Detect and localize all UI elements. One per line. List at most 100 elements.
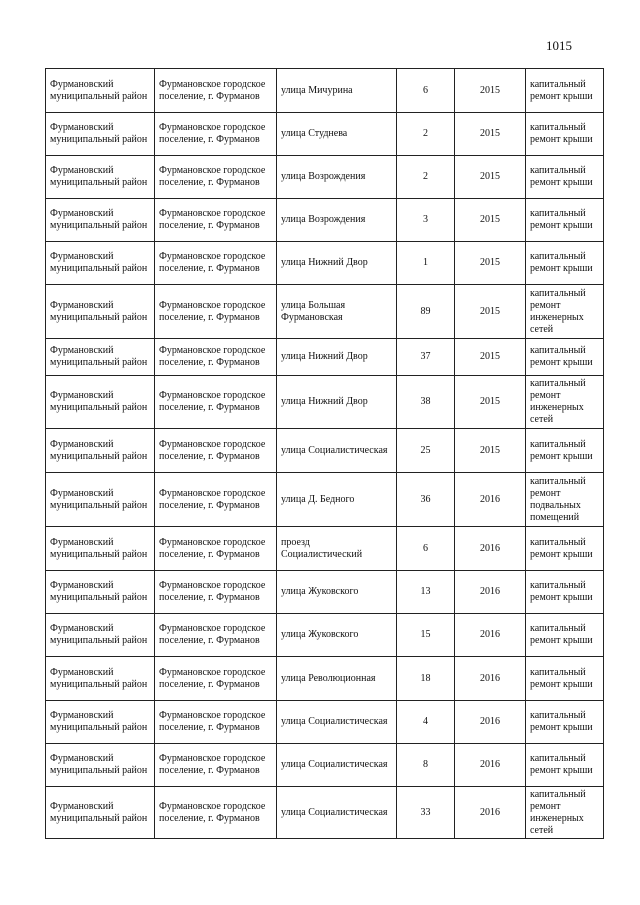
settlement-cell: Фурмановское городское поселение, г. Фур… xyxy=(154,284,277,339)
work-type-cell: капитальный ремонт крыши xyxy=(525,338,604,376)
table-row: Фурмановский муниципальный район Фурманов… xyxy=(45,526,604,571)
year-cell: 2015 xyxy=(454,284,526,339)
work-type-cell: капитальный ремонт крыши xyxy=(525,700,604,744)
district-cell: Фурмановский муниципальный район xyxy=(45,338,155,376)
table-row: Фурмановский муниципальный район Фурманов… xyxy=(45,284,604,339)
work-type-cell: капитальный ремонт крыши xyxy=(525,198,604,242)
house-number-cell: 25 xyxy=(396,428,455,473)
street-cell: улица Революционная xyxy=(276,656,397,701)
district-cell: Фурмановский муниципальный район xyxy=(45,284,155,339)
table-row: Фурмановский муниципальный район Фурманов… xyxy=(45,613,604,657)
house-number-cell: 36 xyxy=(396,472,455,527)
district-cell: Фурмановский муниципальный район xyxy=(45,68,155,113)
table-row: Фурмановский муниципальный район Фурманов… xyxy=(45,338,604,376)
work-type-cell: капитальный ремонт крыши xyxy=(525,526,604,571)
year-cell: 2016 xyxy=(454,656,526,701)
street-cell: улица Нижний Двор xyxy=(276,241,397,285)
street-cell: улица Жуковского xyxy=(276,570,397,614)
house-number-cell: 4 xyxy=(396,700,455,744)
year-cell: 2016 xyxy=(454,526,526,571)
house-number-cell: 33 xyxy=(396,786,455,839)
street-cell: улица Возрождения xyxy=(276,155,397,199)
house-number-cell: 6 xyxy=(396,68,455,113)
repair-schedule-table: Фурмановский муниципальный район Фурманов… xyxy=(45,68,604,839)
year-cell: 2016 xyxy=(454,570,526,614)
district-cell: Фурмановский муниципальный район xyxy=(45,375,155,429)
street-cell: улица Студнева xyxy=(276,112,397,156)
work-type-cell: капитальный ремонт крыши xyxy=(525,570,604,614)
year-cell: 2015 xyxy=(454,198,526,242)
settlement-cell: Фурмановское городское поселение, г. Фур… xyxy=(154,338,277,376)
district-cell: Фурмановский муниципальный район xyxy=(45,155,155,199)
year-cell: 2015 xyxy=(454,338,526,376)
settlement-cell: Фурмановское городское поселение, г. Фур… xyxy=(154,472,277,527)
year-cell: 2016 xyxy=(454,786,526,839)
work-type-cell: капитальный ремонт инженерных сетей xyxy=(525,375,604,429)
district-cell: Фурмановский муниципальный район xyxy=(45,428,155,473)
house-number-cell: 8 xyxy=(396,743,455,787)
table-row: Фурмановский муниципальный район Фурманов… xyxy=(45,472,604,527)
street-cell: улица Жуковского xyxy=(276,613,397,657)
district-cell: Фурмановский муниципальный район xyxy=(45,241,155,285)
table-row: Фурмановский муниципальный район Фурманов… xyxy=(45,112,604,156)
work-type-cell: капитальный ремонт инженерных сетей xyxy=(525,284,604,339)
district-cell: Фурмановский муниципальный район xyxy=(45,198,155,242)
district-cell: Фурмановский муниципальный район xyxy=(45,700,155,744)
settlement-cell: Фурмановское городское поселение, г. Фур… xyxy=(154,112,277,156)
street-cell: улица Социалистическая xyxy=(276,428,397,473)
table-row: Фурмановский муниципальный район Фурманов… xyxy=(45,570,604,614)
house-number-cell: 1 xyxy=(396,241,455,285)
district-cell: Фурмановский муниципальный район xyxy=(45,613,155,657)
street-cell: улица Возрождения xyxy=(276,198,397,242)
work-type-cell: капитальный ремонт крыши xyxy=(525,155,604,199)
table-row: Фурмановский муниципальный район Фурманов… xyxy=(45,155,604,199)
settlement-cell: Фурмановское городское поселение, г. Фур… xyxy=(154,241,277,285)
district-cell: Фурмановский муниципальный район xyxy=(45,656,155,701)
house-number-cell: 38 xyxy=(396,375,455,429)
settlement-cell: Фурмановское городское поселение, г. Фур… xyxy=(154,656,277,701)
district-cell: Фурмановский муниципальный район xyxy=(45,743,155,787)
house-number-cell: 89 xyxy=(396,284,455,339)
street-cell: улица Мичурина xyxy=(276,68,397,113)
year-cell: 2015 xyxy=(454,428,526,473)
year-cell: 2015 xyxy=(454,112,526,156)
table-row: Фурмановский муниципальный район Фурманов… xyxy=(45,198,604,242)
house-number-cell: 3 xyxy=(396,198,455,242)
table-row: Фурмановский муниципальный район Фурманов… xyxy=(45,700,604,744)
year-cell: 2015 xyxy=(454,155,526,199)
street-cell: проезд Социалистический xyxy=(276,526,397,571)
district-cell: Фурмановский муниципальный район xyxy=(45,472,155,527)
house-number-cell: 13 xyxy=(396,570,455,614)
house-number-cell: 37 xyxy=(396,338,455,376)
settlement-cell: Фурмановское городское поселение, г. Фур… xyxy=(154,526,277,571)
table-row: Фурмановский муниципальный район Фурманов… xyxy=(45,743,604,787)
district-cell: Фурмановский муниципальный район xyxy=(45,112,155,156)
house-number-cell: 6 xyxy=(396,526,455,571)
work-type-cell: капитальный ремонт крыши xyxy=(525,241,604,285)
district-cell: Фурмановский муниципальный район xyxy=(45,786,155,839)
settlement-cell: Фурмановское городское поселение, г. Фур… xyxy=(154,570,277,614)
street-cell: улица Социалистическая xyxy=(276,743,397,787)
settlement-cell: Фурмановское городское поселение, г. Фур… xyxy=(154,198,277,242)
year-cell: 2016 xyxy=(454,613,526,657)
settlement-cell: Фурмановское городское поселение, г. Фур… xyxy=(154,155,277,199)
house-number-cell: 2 xyxy=(396,112,455,156)
district-cell: Фурмановский муниципальный район xyxy=(45,526,155,571)
table-row: Фурмановский муниципальный район Фурманов… xyxy=(45,786,604,839)
table-row: Фурмановский муниципальный район Фурманов… xyxy=(45,68,604,113)
settlement-cell: Фурмановское городское поселение, г. Фур… xyxy=(154,428,277,473)
settlement-cell: Фурмановское городское поселение, г. Фур… xyxy=(154,68,277,113)
table-row: Фурмановский муниципальный район Фурманов… xyxy=(45,375,604,429)
work-type-cell: капитальный ремонт крыши xyxy=(525,656,604,701)
work-type-cell: капитальный ремонт подвальных помещений xyxy=(525,472,604,527)
year-cell: 2015 xyxy=(454,68,526,113)
table-row: Фурмановский муниципальный район Фурманов… xyxy=(45,428,604,473)
year-cell: 2016 xyxy=(454,700,526,744)
house-number-cell: 2 xyxy=(396,155,455,199)
house-number-cell: 15 xyxy=(396,613,455,657)
year-cell: 2016 xyxy=(454,472,526,527)
work-type-cell: капитальный ремонт крыши xyxy=(525,613,604,657)
settlement-cell: Фурмановское городское поселение, г. Фур… xyxy=(154,786,277,839)
street-cell: улица Большая Фурмановская xyxy=(276,284,397,339)
street-cell: улица Социалистическая xyxy=(276,700,397,744)
